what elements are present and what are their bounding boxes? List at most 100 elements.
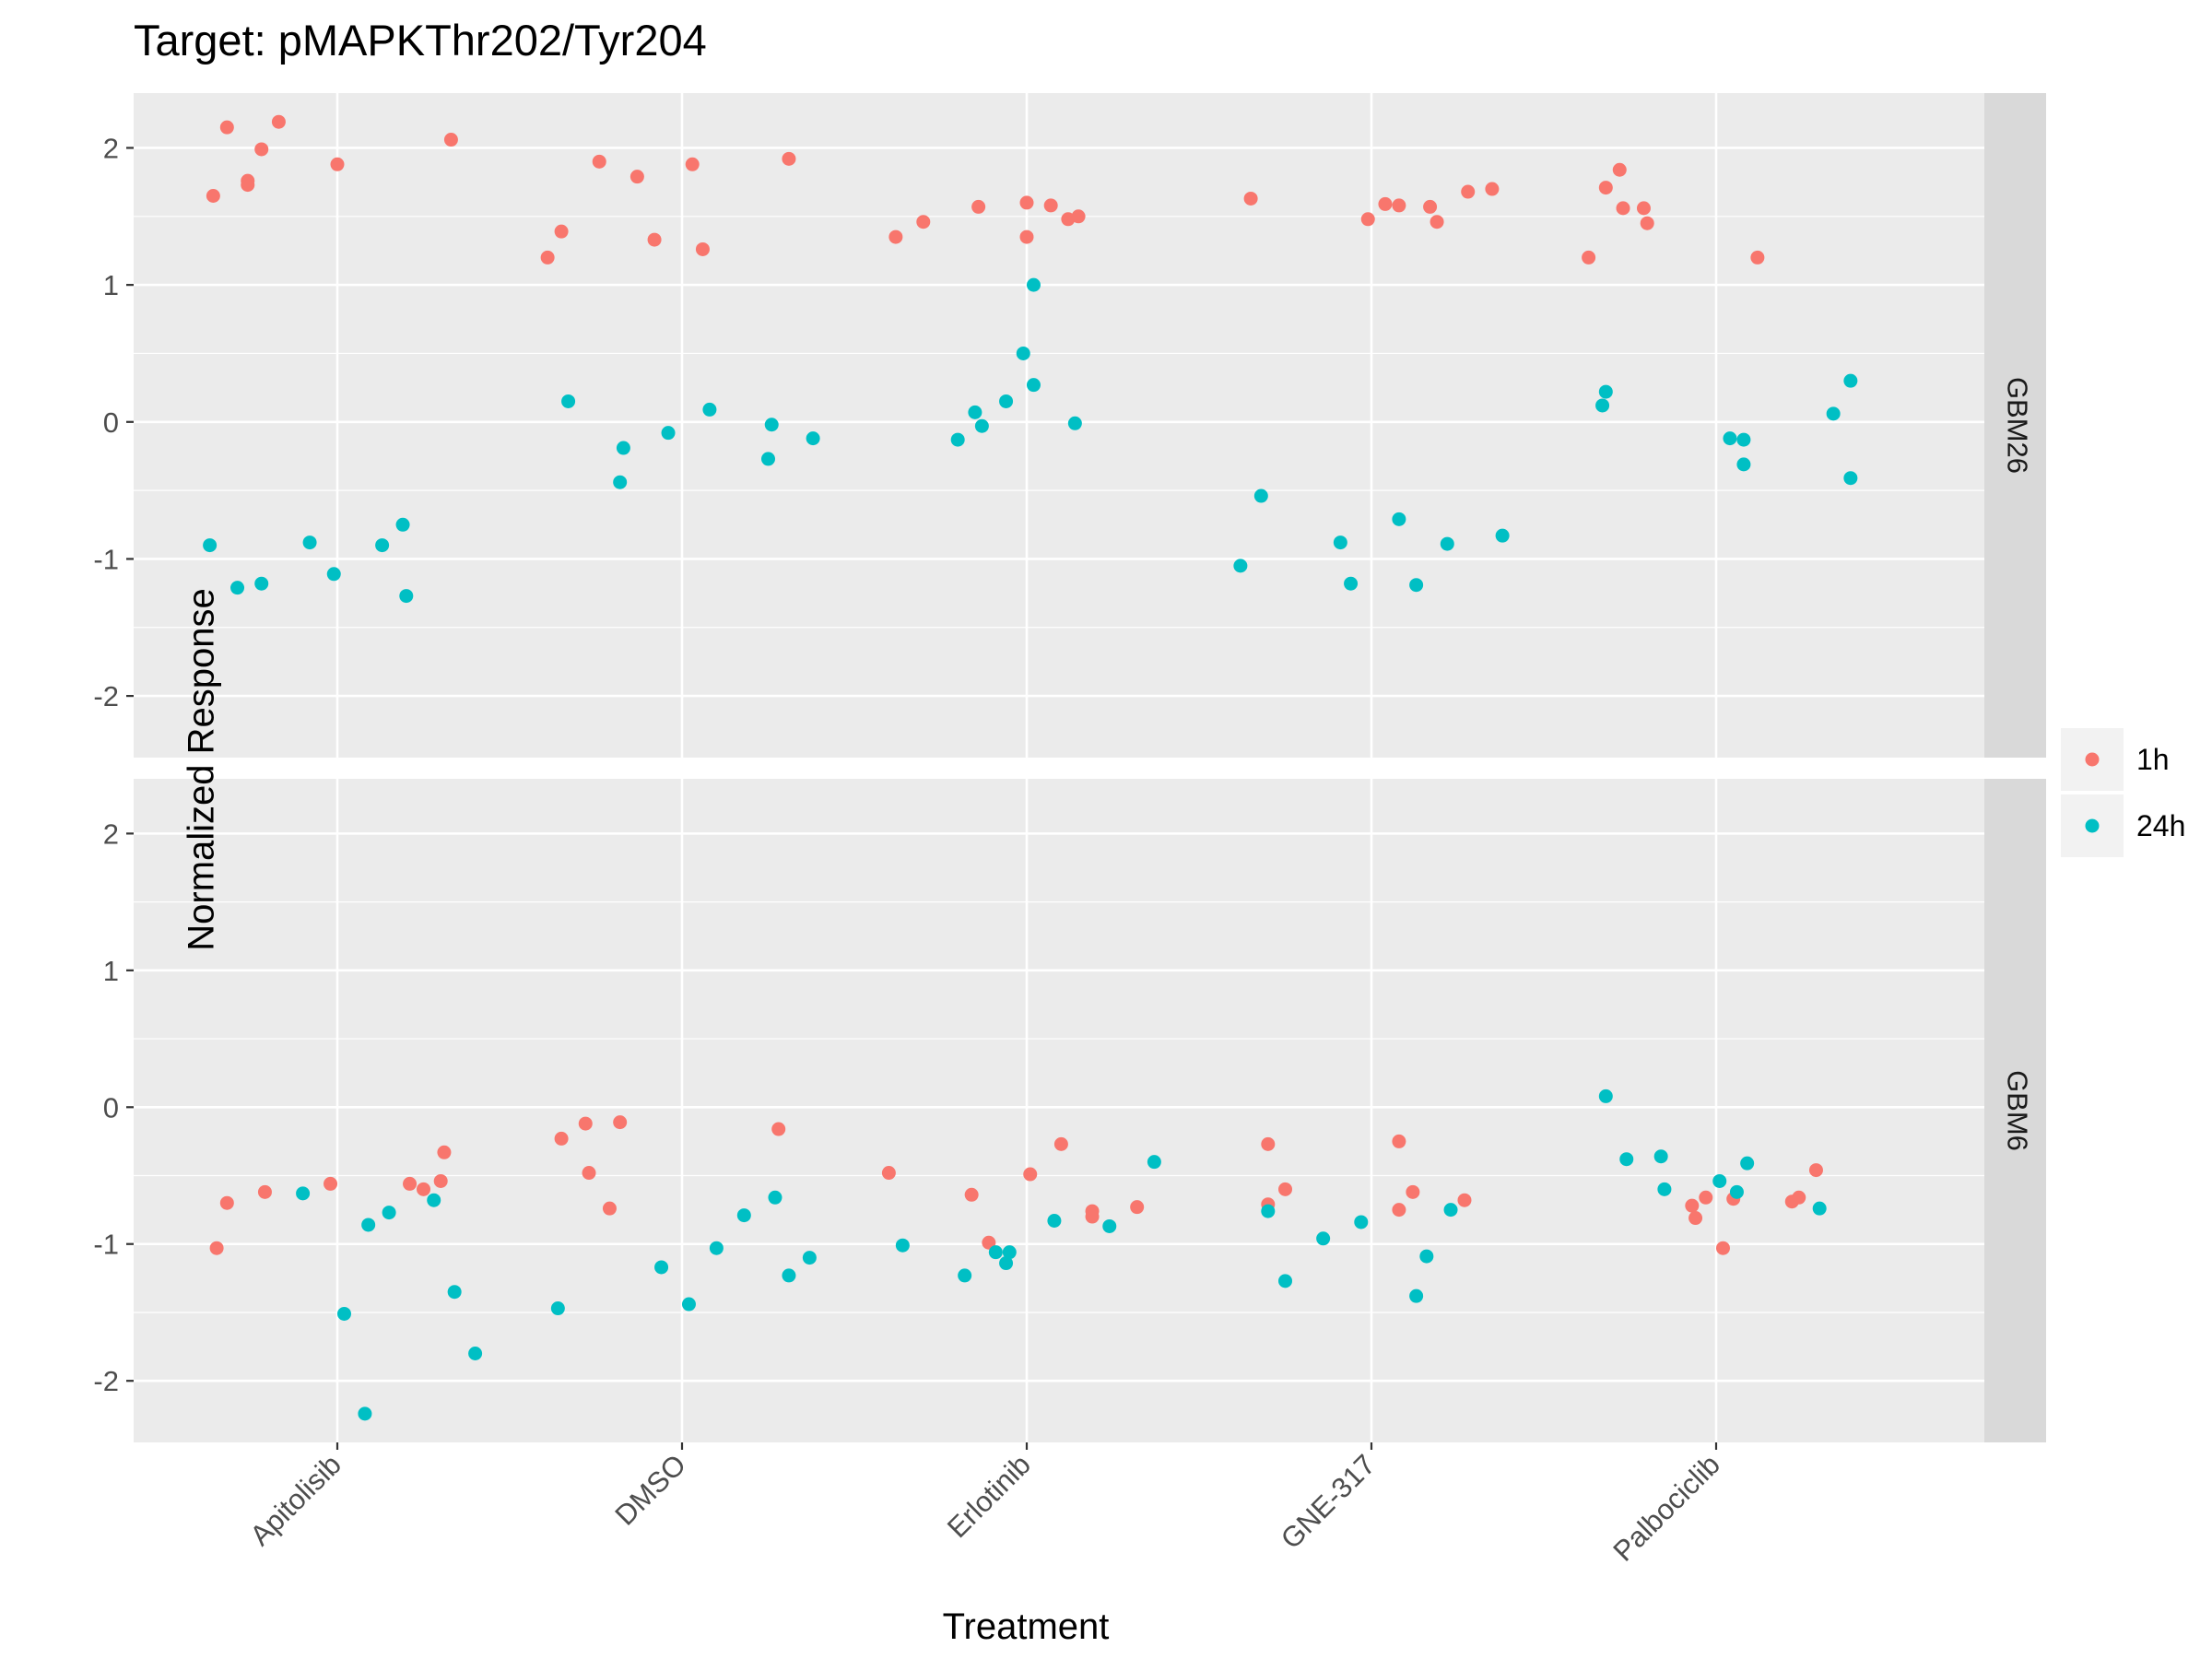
data-point: [616, 441, 630, 455]
data-point: [1582, 250, 1596, 265]
facet-strip: [1984, 93, 2046, 758]
data-point: [1147, 1155, 1161, 1170]
data-point: [382, 1206, 396, 1220]
data-point: [988, 1245, 1003, 1260]
data-point: [768, 1190, 782, 1205]
data-point: [629, 170, 644, 184]
data-point: [613, 475, 628, 489]
data-point: [888, 229, 903, 244]
data-point: [403, 1176, 418, 1191]
data-point: [661, 426, 676, 441]
data-point: [1023, 1167, 1038, 1182]
series-1h: [206, 114, 1765, 265]
y-tick-label: -2: [93, 1365, 119, 1397]
x-axis-label: Treatment: [942, 1606, 1110, 1647]
data-point: [1047, 1214, 1062, 1229]
y-axis-label-wrap: Normalized Response: [20, 588, 383, 951]
data-point: [964, 1187, 979, 1202]
data-point: [302, 535, 317, 550]
data-point: [433, 1173, 448, 1188]
data-point: [254, 576, 269, 591]
panel-background: [134, 779, 1984, 1442]
data-point: [1598, 1088, 1613, 1103]
series-24h: [203, 277, 1858, 604]
data-point: [330, 157, 345, 171]
x-tick-label: Erlotinib: [941, 1448, 1037, 1544]
y-tick-label: 0: [103, 406, 119, 439]
data-point: [1640, 216, 1654, 230]
data-point: [1636, 201, 1651, 216]
data-point: [1378, 196, 1393, 211]
y-tick-label: 2: [103, 818, 119, 850]
data-point: [1278, 1274, 1292, 1288]
data-point: [1430, 215, 1444, 229]
data-point: [561, 394, 576, 408]
data-point: [1595, 398, 1610, 413]
facet-strip: [1984, 779, 2046, 1442]
data-point: [1729, 1184, 1744, 1199]
data-point: [1344, 576, 1359, 591]
data-point: [1316, 1231, 1331, 1246]
series-24h: [296, 1088, 1827, 1421]
data-point: [1612, 162, 1627, 177]
data-point: [219, 120, 234, 135]
data-point: [895, 1238, 910, 1253]
data-point: [437, 1145, 452, 1159]
data-point: [1392, 1134, 1406, 1148]
data-point: [1699, 1190, 1713, 1205]
data-point: [468, 1347, 483, 1361]
data-point: [647, 232, 662, 247]
data-point: [1616, 201, 1630, 216]
data-point: [443, 133, 458, 147]
data-point: [1485, 182, 1500, 196]
data-point: [395, 517, 410, 532]
data-point: [578, 1116, 593, 1131]
data-point: [582, 1166, 596, 1181]
data-point: [1261, 1204, 1276, 1218]
data-point: [1067, 416, 1082, 430]
data-point: [1461, 184, 1476, 199]
x-tick-label: GNE-317: [1275, 1448, 1382, 1555]
data-point: [1043, 198, 1058, 213]
data-point: [1392, 1203, 1406, 1218]
data-point: [336, 1306, 351, 1321]
data-point: [554, 224, 569, 239]
y-tick-label: 0: [103, 1091, 119, 1124]
data-point: [1278, 1182, 1292, 1196]
data-point: [1026, 378, 1041, 393]
y-tick-label: -1: [93, 1229, 119, 1261]
data-point: [257, 1184, 272, 1199]
data-point: [916, 215, 931, 229]
data-point: [1443, 1203, 1458, 1218]
facet-strip-label: GBM6: [2001, 1070, 2033, 1151]
data-point: [1688, 1211, 1703, 1226]
data-point: [681, 1297, 696, 1312]
data-point: [881, 1166, 896, 1181]
data-point: [1102, 1218, 1117, 1233]
data-point: [685, 157, 700, 171]
data-point: [1843, 471, 1858, 486]
y-tick-label: 2: [103, 132, 119, 164]
data-point: [958, 1268, 972, 1283]
data-point: [1233, 559, 1248, 573]
data-point: [613, 1115, 628, 1130]
data-point: [1723, 431, 1737, 446]
data-point: [709, 1241, 724, 1255]
data-point: [1409, 578, 1424, 593]
data-point: [230, 581, 245, 595]
data-point: [1392, 198, 1406, 213]
data-point: [540, 250, 555, 265]
data-point: [1657, 1182, 1672, 1196]
data-point: [1261, 1136, 1276, 1151]
x-tick-label: Apitolisib: [243, 1448, 347, 1551]
y-tick-label: 1: [103, 955, 119, 987]
data-point: [203, 538, 218, 553]
data-point: [802, 1251, 817, 1265]
y-tick-label: -1: [93, 543, 119, 575]
data-point: [296, 1186, 311, 1201]
data-point: [219, 1195, 234, 1210]
data-point: [1843, 373, 1858, 388]
data-point: [974, 418, 989, 433]
data-point: [358, 1406, 372, 1421]
